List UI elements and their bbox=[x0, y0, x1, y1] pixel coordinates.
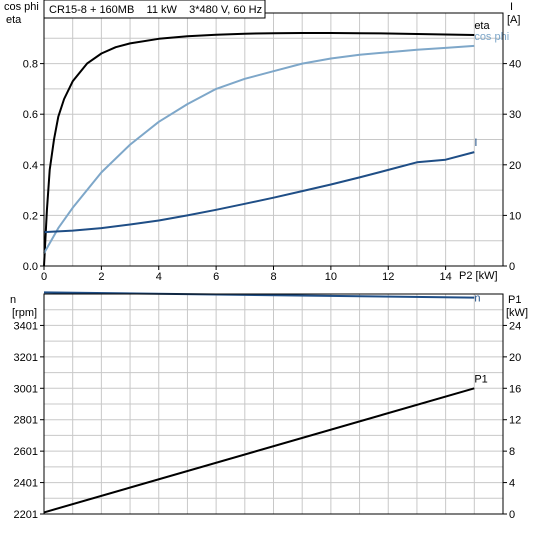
series-label-eta: eta bbox=[474, 20, 490, 32]
bottom-plot-frame bbox=[43, 293, 504, 515]
bottom-left-axis-title-line2: [rpm] bbox=[12, 307, 37, 319]
top-grid bbox=[44, 13, 503, 266]
left-tick-label: 2401 bbox=[14, 478, 38, 490]
left-tick-label: 3001 bbox=[14, 383, 38, 395]
right-tick-label: 8 bbox=[509, 446, 515, 458]
bottom-right-axis-title-line2: [kW] bbox=[506, 307, 528, 319]
x-tick-label: 2 bbox=[98, 271, 104, 283]
info-text: CR15-8 + 160MB 11 kW 3*480 V, 60 Hz bbox=[49, 4, 262, 16]
left-tick-label: 0.4 bbox=[23, 160, 38, 172]
left-tick-label: 0.8 bbox=[23, 59, 38, 71]
top-right-axis-title-line1: I bbox=[510, 1, 513, 13]
right-tick-label: 16 bbox=[509, 383, 521, 395]
x-tick-label: 0 bbox=[41, 271, 47, 283]
x-tick-label: 8 bbox=[270, 271, 276, 283]
x-tick-label: 6 bbox=[213, 271, 219, 283]
right-tick-label: 24 bbox=[509, 320, 521, 332]
info-box bbox=[43, 0, 266, 19]
series-label-p1: P1 bbox=[474, 373, 487, 385]
bottom-ticks: 2201 2401 2601 2801 3001 3201 3401 0 4 8 12 16 20 24 bbox=[14, 320, 522, 521]
right-tick-label: 30 bbox=[509, 109, 521, 121]
x-tick-label: 4 bbox=[156, 271, 162, 283]
left-tick-label: 2601 bbox=[14, 446, 38, 458]
series-line-eta bbox=[43, 32, 475, 267]
right-tick-label: 20 bbox=[509, 160, 521, 172]
top-ticks: 0.0 0.2 0.4 0.6 0.8 0 10 20 30 40 0 2 4 6 8 10 12 14 bbox=[23, 59, 522, 283]
left-tick-label: 3201 bbox=[14, 352, 38, 364]
bottom-series: n P1 bbox=[43, 291, 488, 514]
top-right-axis-title-line2: [A] bbox=[507, 14, 520, 26]
right-tick-label: 20 bbox=[509, 352, 521, 364]
left-tick-label: 2201 bbox=[14, 509, 38, 521]
series-line-p1 bbox=[43, 387, 475, 514]
series-line-cos-phi bbox=[43, 44, 475, 254]
right-tick-label: 40 bbox=[509, 59, 521, 71]
series-line-n bbox=[43, 291, 475, 299]
top-x-axis-title: P2 [kW] bbox=[459, 270, 498, 282]
bottom-grid bbox=[44, 294, 503, 514]
left-tick-label: 0.2 bbox=[23, 210, 38, 222]
right-tick-label: 10 bbox=[509, 210, 521, 222]
top-left-axis-title-line2: eta bbox=[6, 14, 22, 26]
left-tick-label: 3401 bbox=[14, 320, 38, 332]
series-line-i bbox=[43, 151, 475, 234]
right-tick-label: 0 bbox=[509, 509, 515, 521]
series-label-n: n bbox=[474, 293, 480, 305]
right-tick-label: 12 bbox=[509, 415, 521, 427]
series-label-cos-phi: cos phi bbox=[474, 31, 509, 43]
bottom-right-axis-title-line1: P1 bbox=[508, 294, 521, 306]
left-tick-label: 0.0 bbox=[23, 261, 38, 273]
x-tick-label: 12 bbox=[382, 271, 394, 283]
series-label-i: I bbox=[474, 137, 477, 149]
left-tick-label: 2801 bbox=[14, 415, 38, 427]
x-tick-label: 10 bbox=[325, 271, 337, 283]
right-tick-label: 4 bbox=[509, 478, 515, 490]
top-left-axis-title-line1: cos phi bbox=[4, 1, 39, 13]
left-tick-label: 0.6 bbox=[23, 109, 38, 121]
right-tick-label: 0 bbox=[509, 261, 515, 273]
bottom-left-axis-title-line1: n bbox=[10, 294, 16, 306]
x-tick-label: 14 bbox=[440, 271, 452, 283]
